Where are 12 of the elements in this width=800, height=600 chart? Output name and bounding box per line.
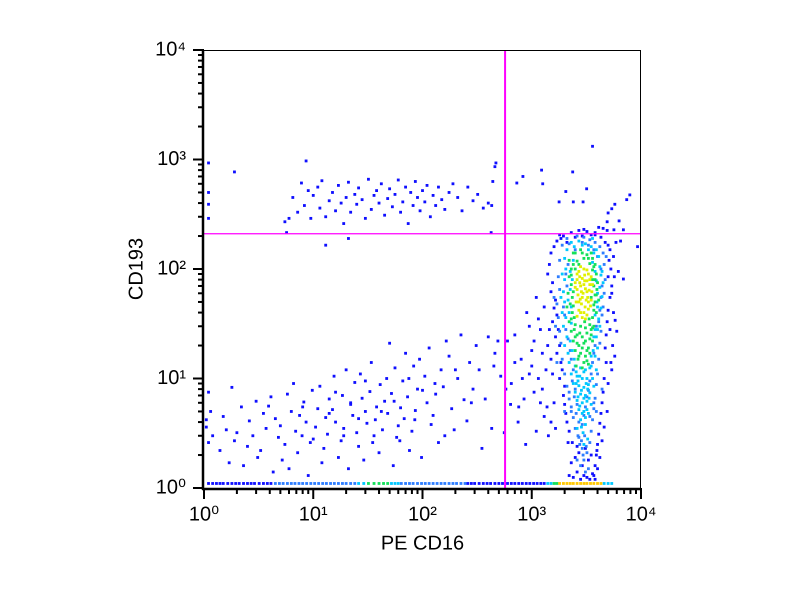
x-tick-label: 10¹ — [298, 504, 328, 526]
x-tick-label: 10⁰ — [188, 504, 220, 526]
y-tick-label: 10¹ — [157, 367, 186, 390]
y-tick-label: 10² — [157, 258, 186, 280]
x-tick-label: 10⁴ — [626, 504, 656, 526]
y-tick-label: 10⁰ — [156, 476, 186, 499]
y-tick-label: 10³ — [157, 148, 186, 170]
x-tick-label: 10³ — [517, 504, 547, 526]
x-axis-title: PE CD16 — [380, 532, 464, 555]
y-tick-label: 10⁴ — [155, 38, 186, 61]
y-axis-title: CD193 — [126, 238, 148, 300]
x-tick-label: 10² — [408, 504, 438, 526]
